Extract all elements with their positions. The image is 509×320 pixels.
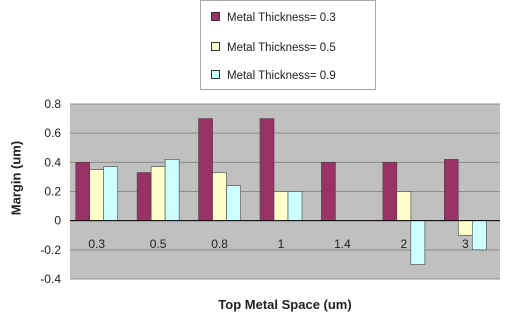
- bar-series-0-0.5: [136, 172, 152, 221]
- bar-series-0-1.4: [321, 162, 336, 221]
- bar-series-1-2: [396, 191, 412, 221]
- x-tick-label: 1: [278, 237, 285, 251]
- y-tick-label: -0.2: [40, 243, 61, 257]
- x-tick-label: 2: [401, 237, 408, 251]
- legend-swatch-0: [211, 12, 220, 21]
- y-tick-labels: 0.8 0.6 0.4 0.2 0 -0.2 -0.4: [40, 97, 61, 286]
- bar-series-0-0.3: [75, 162, 91, 221]
- legend-swatch-2: [211, 70, 220, 79]
- bar-series-2-0.5: [164, 159, 180, 221]
- x-tick-label: 3: [462, 237, 469, 251]
- bar-series-1-3: [457, 220, 473, 236]
- bar-series-2-2: [410, 220, 426, 265]
- y-tick-label: -0.4: [40, 272, 61, 286]
- bar-series-0-3: [443, 159, 459, 221]
- x-tick-labels: 0.3 0.5 0.8 1 1.4 2 3: [88, 237, 469, 251]
- bar-series-2-1: [287, 191, 303, 221]
- x-tick-label: 0.3: [88, 237, 105, 251]
- legend-swatch-1: [211, 42, 220, 51]
- x-tick-label: 0.5: [150, 237, 167, 251]
- y-tick-label: 0.2: [44, 185, 61, 199]
- bar-series-2-0.3: [103, 166, 119, 221]
- bars: [75, 118, 487, 265]
- bar-series-0-1: [259, 118, 275, 221]
- bar-series-2-0.8: [226, 185, 241, 221]
- legend: Metal Thickness= 0.3 Metal Thickness= 0.…: [200, 0, 376, 90]
- bar-series-1-0.3: [89, 169, 105, 221]
- bar-series-1-1: [273, 191, 289, 221]
- legend-label-2: Metal Thickness= 0.9: [227, 70, 336, 82]
- y-tick-label: 0.4: [44, 155, 61, 169]
- bar-series-2-3: [471, 220, 487, 251]
- legend-label-0: Metal Thickness= 0.3: [227, 12, 336, 24]
- x-tick-label: 0.8: [211, 237, 228, 251]
- y-axis-title: Margin (um): [8, 140, 24, 216]
- y-tick-label: 0: [54, 214, 61, 228]
- bar-series-0-0.8: [198, 118, 213, 221]
- bar-series-0-2: [382, 162, 398, 221]
- x-tick-label: 1.4: [334, 237, 351, 251]
- y-tick-label: 0.6: [44, 126, 61, 140]
- bar-series-1-0.8: [212, 172, 227, 221]
- y-tick-label: 0.8: [44, 97, 61, 111]
- x-axis-title: Top Metal Space (um): [218, 297, 352, 312]
- bar-series-1-0.5: [150, 166, 166, 221]
- legend-label-1: Metal Thickness= 0.5: [227, 42, 336, 54]
